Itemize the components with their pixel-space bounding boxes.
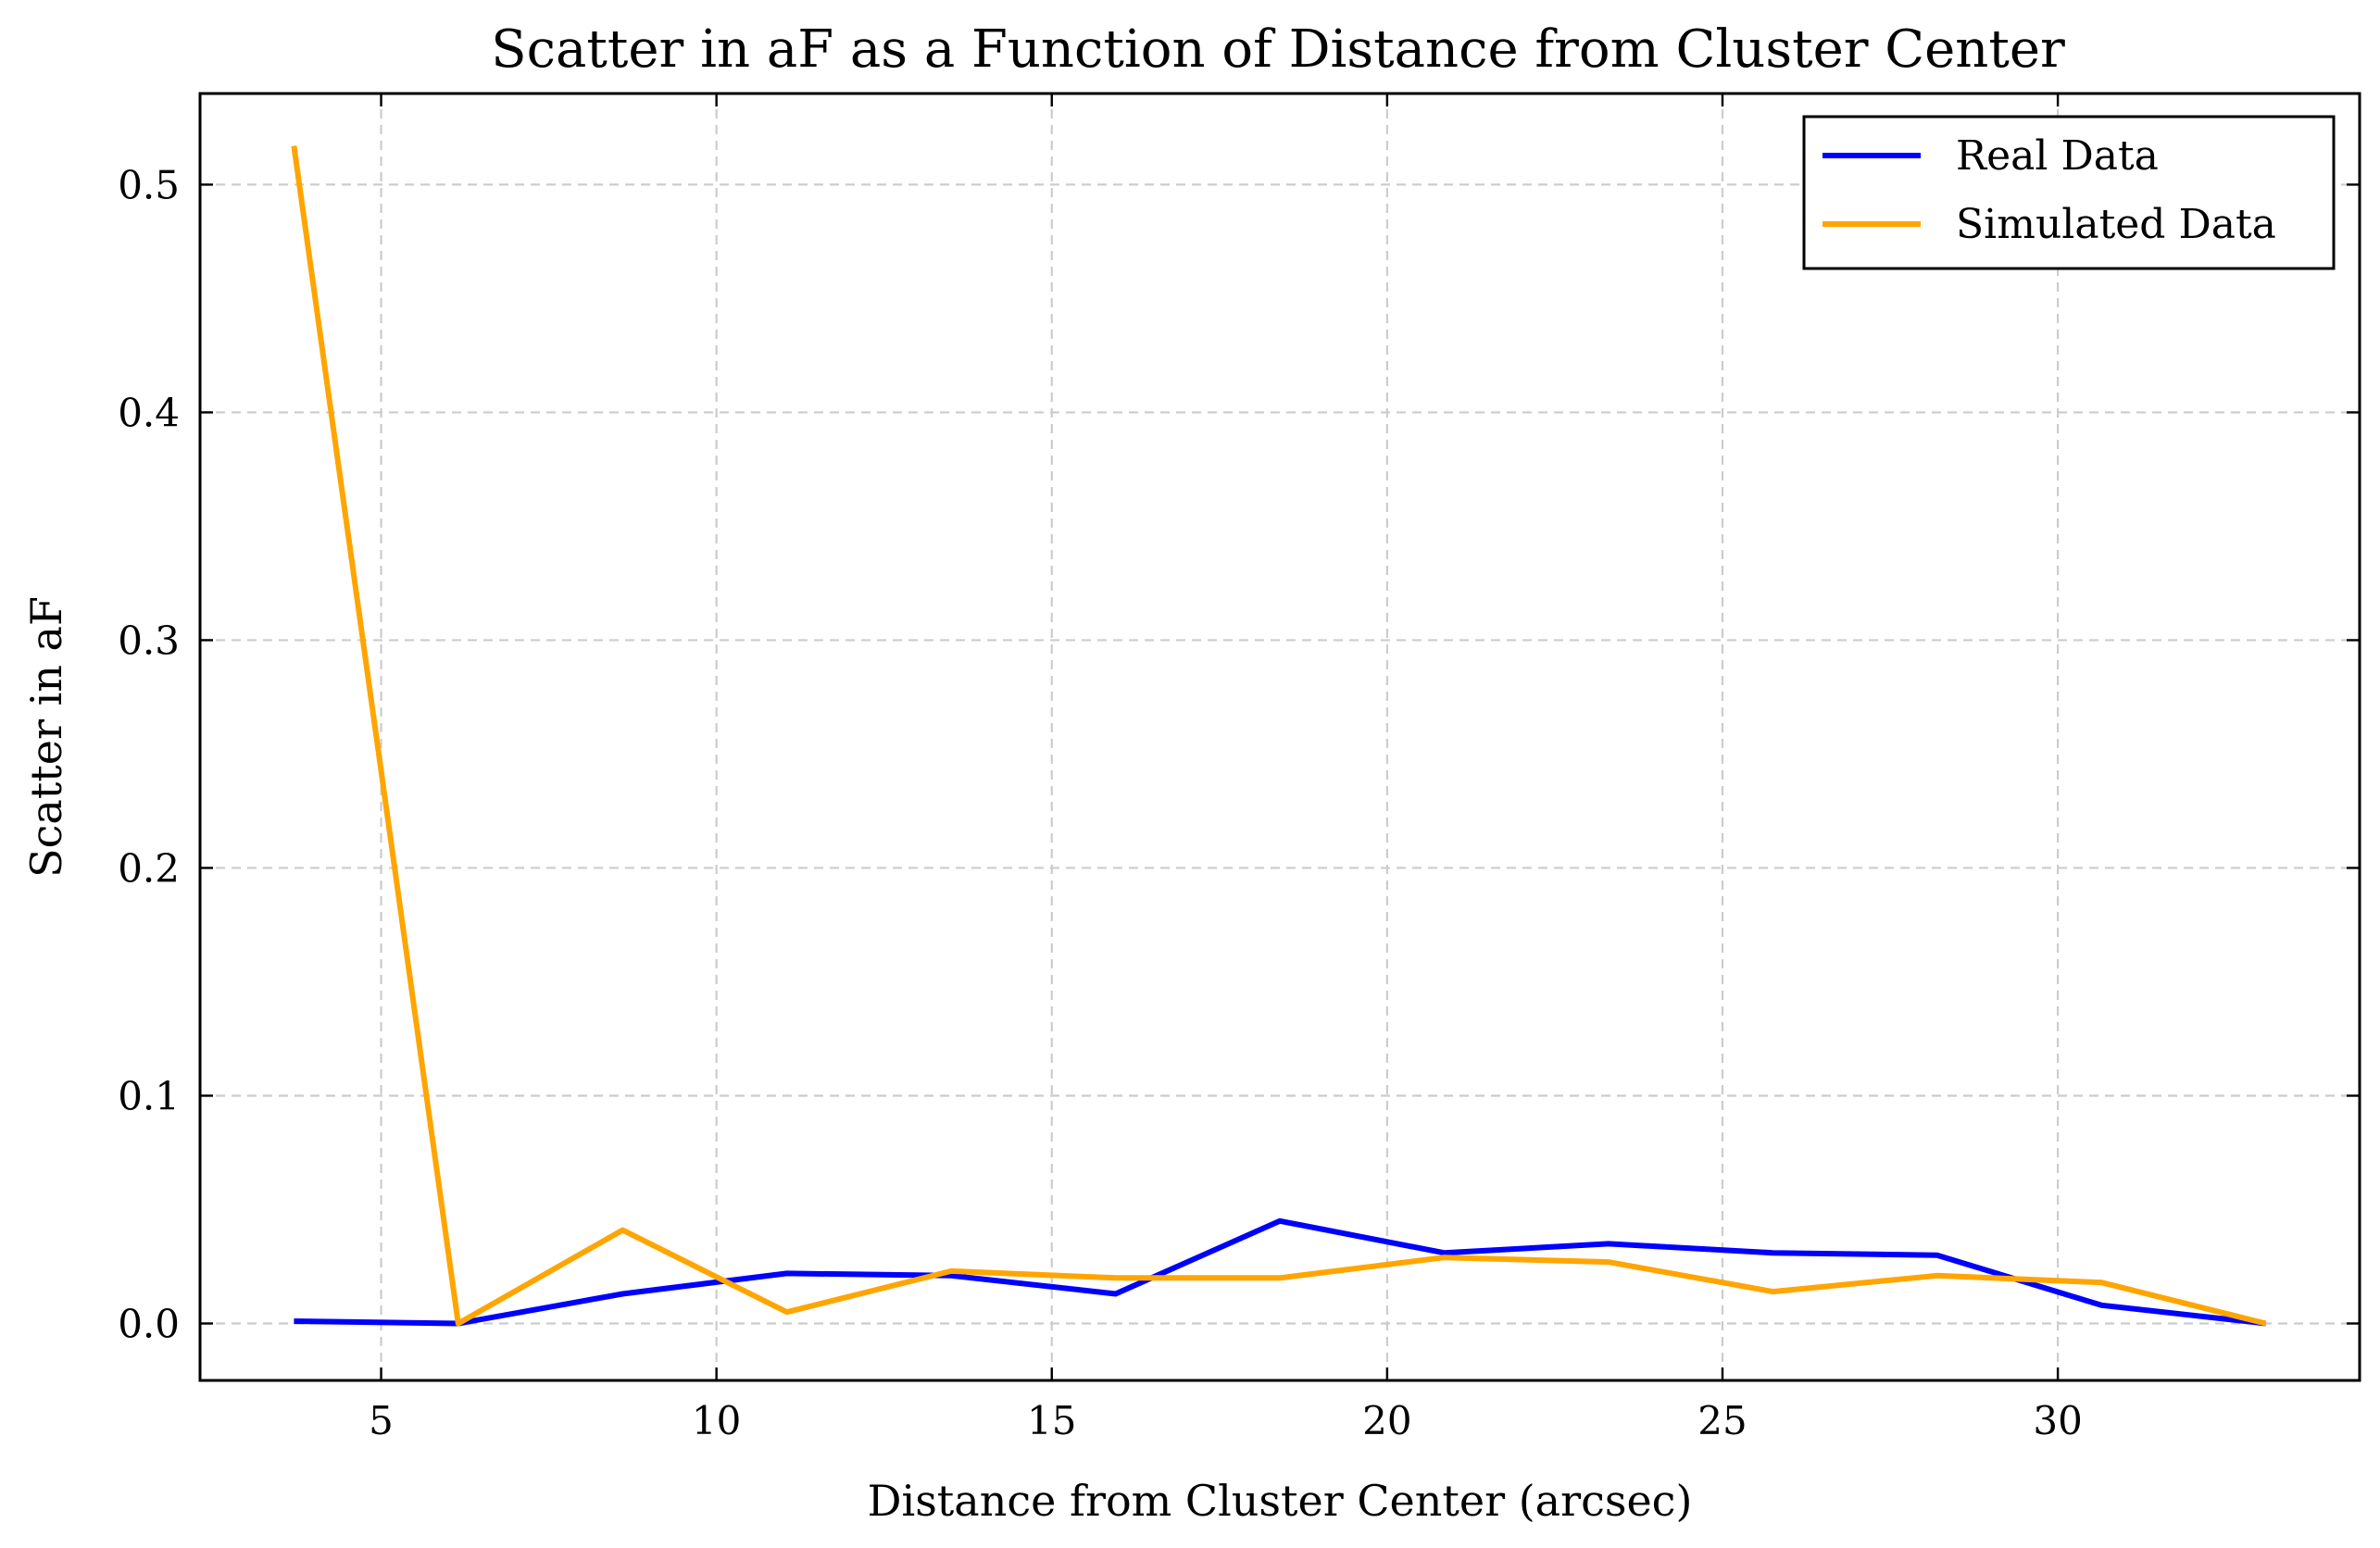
legend-entry-label: Real Data [1956,132,2159,180]
x-tick-label: 15 [1027,1398,1076,1443]
chart-title: Scatter in aF as a Function of Distance … [491,19,2065,80]
y-axis-label: Scatter in aF [21,596,71,878]
legend-box [1802,115,2336,270]
y-tick-label: 0.0 [118,1301,180,1346]
axis-ticks: 5 10 15 20 25 30 0.0 0.1 0.2 0.3 0.4 0.5 [118,94,2360,1443]
y-tick-label: 0.3 [118,618,180,663]
legend-entry-label: Simulated Data [1956,201,2276,248]
x-tick-label: 30 [2033,1398,2082,1443]
series-line-real-data [294,1217,2266,1327]
plot-frame [198,92,2361,1382]
x-tick-label: 20 [1362,1398,1411,1443]
y-tick-label: 0.2 [118,845,180,891]
x-tick-label: 5 [369,1398,394,1443]
x-tick-label: 25 [1697,1398,1747,1443]
legend: Real Data Simulated Data [1802,115,2336,270]
y-tick-label: 0.4 [118,390,180,435]
series-line-simulated-data [291,145,2267,1327]
y-tick-label: 0.1 [118,1073,180,1118]
y-tick-label: 0.5 [118,162,180,207]
x-axis-label: Distance from Cluster Center (arcsec) [868,1476,1693,1526]
grid [200,94,2360,1380]
series-lines [291,145,2267,1327]
x-tick-label: 10 [692,1398,741,1443]
